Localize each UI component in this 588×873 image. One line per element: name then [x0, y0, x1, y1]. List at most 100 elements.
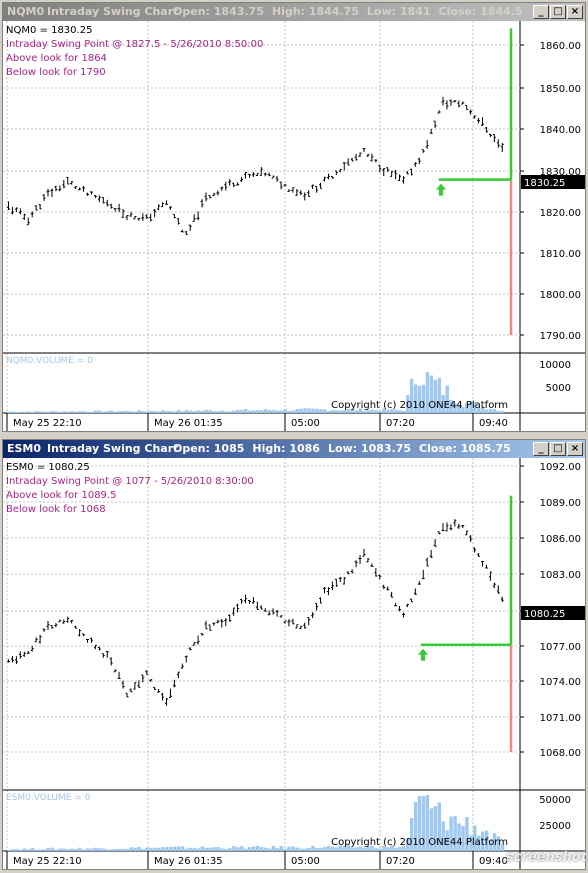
volume-bar: [346, 409, 351, 413]
volume-bar: [30, 848, 35, 851]
volume-bar: [26, 411, 31, 413]
price-tick-label: 1086.00: [540, 534, 581, 545]
volume-bar: [421, 384, 426, 413]
volume-bar: [14, 849, 19, 851]
volume-bar: [342, 410, 347, 413]
volume-bar: [413, 384, 418, 413]
volume-bar: [398, 846, 402, 851]
title-close: Close: 1844.5: [438, 5, 523, 18]
volume-bar: [271, 410, 276, 413]
volume-bar: [338, 410, 343, 413]
volume-bar: [350, 409, 355, 413]
volume-label: NQM0.VOLUME = 0: [6, 356, 93, 366]
price-tick-label: 1800.00: [540, 290, 581, 301]
copyright-text: Copyright (c) 2010 ONE44 Platform: [331, 837, 508, 848]
volume-bar: [330, 410, 335, 413]
price-tick-label: 1083.00: [540, 570, 581, 581]
volume-bar: [90, 848, 94, 851]
volume-bar: [469, 401, 473, 413]
volume-bar: [70, 411, 74, 413]
volume-tick-label: 25000: [539, 821, 571, 832]
volume-bar: [97, 410, 102, 413]
price-tick-label: 1074.00: [540, 677, 581, 688]
volume-bar: [362, 847, 366, 851]
volume-bar: [101, 411, 106, 413]
chart-window-nq[interactable]: NQM0 Intraday Swing ChartOpen: 1843.75 Hig…: [2, 2, 586, 432]
volume-bar: [11, 411, 15, 413]
volume-bar: [224, 411, 228, 413]
volume-bar: [133, 847, 137, 851]
volume-bar: [82, 849, 86, 851]
volume-bar: [485, 830, 489, 851]
volume-bar: [433, 379, 437, 413]
volume-bar: [338, 845, 343, 851]
time-tick-label: May 25 22:10: [13, 856, 82, 867]
volume-bar: [417, 385, 422, 413]
maximize-button[interactable]: □: [550, 5, 566, 19]
volume-bar: [50, 411, 54, 413]
volume-bar: [105, 849, 110, 851]
volume-bar: [22, 411, 27, 413]
volume-bar: [188, 847, 193, 851]
volume-bar: [287, 410, 291, 413]
volume-bar: [421, 796, 426, 851]
volume-bar: [295, 409, 299, 413]
volume-bar: [307, 408, 311, 413]
volume-bar: [46, 411, 50, 413]
price-tick-label: 1092.00: [540, 462, 581, 473]
volume-bar: [307, 847, 311, 851]
volume-bar: [323, 409, 327, 413]
volume-bar: [496, 411, 501, 413]
volume-bar: [137, 846, 141, 851]
volume-bar: [137, 410, 141, 413]
volume-bar: [449, 816, 453, 851]
volume-bar: [362, 411, 366, 413]
volume-bar: [437, 802, 441, 851]
volume-tick-label: 5000: [546, 383, 571, 394]
chart-window-es[interactable]: ESM0 Intraday Swing ChartOpen: 1085 High: …: [2, 439, 586, 870]
minimize-button[interactable]: _: [533, 442, 549, 456]
volume-bar: [109, 849, 114, 851]
volume-bar: [481, 406, 485, 413]
volume-bar: [457, 404, 461, 413]
minimize-button[interactable]: _: [533, 5, 549, 19]
volume-bar: [492, 833, 497, 851]
volume-bar: [354, 410, 358, 413]
volume-bar: [496, 836, 501, 851]
maximize-button[interactable]: □: [550, 442, 566, 456]
swing-arrow-icon: [436, 183, 446, 196]
title-bar[interactable]: NQM0 Intraday Swing ChartOpen: 1843.75 Hig…: [3, 3, 585, 21]
volume-bar: [299, 408, 303, 413]
volume-bar: [149, 410, 153, 413]
volume-bar: [386, 847, 390, 851]
close-button[interactable]: ×: [567, 442, 583, 456]
volume-bar: [180, 846, 185, 851]
volume-bar: [204, 847, 208, 851]
volume-bar: [445, 830, 449, 851]
volume-bar: [161, 847, 165, 851]
volume-bar: [406, 395, 410, 413]
volume-bar: [429, 808, 434, 851]
price-tick-label: 1071.00: [540, 713, 581, 724]
above-target-text: Above look for 1089.5: [6, 490, 116, 501]
volume-bar: [291, 410, 295, 413]
volume-bar: [66, 411, 70, 413]
last-price-tag-label: 1080.25: [524, 609, 565, 620]
volume-bar: [283, 409, 287, 413]
volume-bar: [370, 845, 374, 851]
volume-bar: [58, 412, 62, 413]
close-button[interactable]: ×: [567, 5, 583, 19]
volume-bar: [358, 408, 362, 413]
title-bar[interactable]: ESM0 Intraday Swing ChartOpen: 1085 High: …: [3, 440, 585, 458]
copyright-text: Copyright (c) 2010 ONE44 Platform: [331, 400, 508, 411]
volume-bar: [279, 845, 283, 851]
volume-bar: [326, 411, 331, 413]
volume-bar: [34, 411, 39, 413]
volume-bar: [425, 372, 430, 413]
volume-bar: [248, 847, 252, 851]
volume-bar: [212, 847, 216, 851]
title-high: High: 1086: [252, 442, 320, 455]
volume-bar: [90, 412, 94, 413]
watermark: screenshot: [506, 850, 587, 865]
volume-bar: [129, 411, 133, 413]
